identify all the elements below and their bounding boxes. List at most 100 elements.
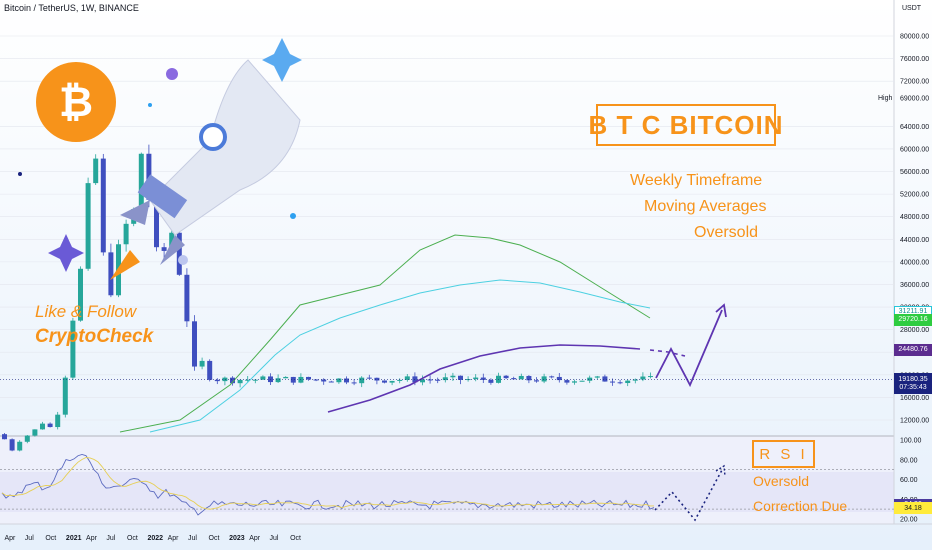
candle-body: [382, 380, 387, 383]
candle-body: [47, 423, 53, 428]
rsi-tick-label: 100.00: [900, 438, 922, 445]
candle-body: [192, 321, 197, 367]
rsi-tick-label: 20.00: [900, 517, 918, 524]
rsi-tag: 34.18: [894, 502, 932, 515]
candle-body: [260, 376, 266, 380]
candle-body: [511, 378, 517, 380]
candle-body: [9, 439, 15, 451]
candle-body: [306, 376, 311, 380]
time-tick-label: Jul: [25, 535, 34, 542]
bitcoin-coin-icon: [36, 62, 116, 142]
candle-body: [62, 377, 68, 415]
btc-title-box: B T C BITCOIN: [589, 104, 783, 146]
annotation-weekly: Weekly Timeframe: [630, 172, 763, 189]
candle-body: [389, 380, 395, 383]
time-tick-label: Oct: [45, 535, 56, 542]
annotation-oversold: Oversold: [694, 224, 759, 241]
price-tag: 24480.76: [894, 343, 932, 356]
candle-body: [640, 376, 646, 380]
candle-body: [40, 423, 45, 430]
projection-arrow-head: [715, 303, 727, 318]
candle-body: [207, 360, 213, 380]
price-tick-label: 16000.00: [900, 395, 929, 402]
candle-body: [427, 379, 433, 381]
price-tick-label: 48000.00: [900, 214, 929, 221]
rocket-fin-icon: [120, 200, 150, 225]
candle-body: [397, 379, 403, 381]
dot-icon: [290, 213, 296, 219]
sparkle-icon: [262, 38, 302, 82]
price-tick-label: 52000.00: [900, 192, 929, 199]
annotation-moving-averages: Moving Averages: [644, 198, 767, 215]
candle-body: [549, 376, 555, 378]
candle-body: [2, 434, 7, 440]
candle-body: [617, 382, 623, 384]
candle-body: [336, 378, 342, 383]
rsi-projection-head: [715, 464, 726, 477]
candle-body: [199, 360, 205, 367]
candle-body: [123, 223, 129, 245]
time-tick-label: Oct: [209, 535, 220, 542]
candle-body: [298, 376, 304, 383]
price-projection-arrow: [655, 309, 723, 388]
time-tick-label: Oct: [127, 535, 138, 542]
price-tick-label: 80000.00: [900, 34, 929, 41]
candle-body: [138, 153, 144, 210]
candle-body: [579, 380, 585, 382]
candle-body: [594, 376, 600, 378]
rsi-ma-line: [1, 457, 655, 510]
candle-body: [328, 381, 334, 383]
candle-body: [366, 377, 372, 379]
candle-body: [176, 232, 182, 275]
candle-body: [230, 377, 235, 384]
time-tick-label: Apr: [168, 535, 180, 542]
candle-body: [541, 376, 547, 382]
candle-body: [283, 376, 289, 379]
dot-icon: [148, 103, 152, 107]
price-tick-label: 69000.00: [900, 96, 929, 103]
candle-body: [404, 376, 410, 380]
time-tick-label: Jul: [106, 535, 115, 542]
ma-purple-projection: [649, 349, 686, 357]
like-follow-text: Like & Follow: [35, 302, 137, 321]
candle-body: [480, 377, 486, 380]
candle-body: [534, 380, 539, 382]
candle-body: [442, 377, 448, 381]
candle-body: [602, 376, 608, 382]
ma-green-line: [119, 234, 651, 433]
candle-body: [321, 379, 327, 382]
candle-body: [458, 375, 463, 380]
price-tick-label: 40000.00: [900, 259, 929, 266]
candle-body: [587, 377, 593, 381]
rsi-tick-label: 80.00: [900, 457, 918, 464]
candle-body: [359, 377, 365, 384]
price-tick-label: 72000.00: [900, 79, 929, 86]
candle-body: [610, 381, 615, 383]
candle-body: [252, 379, 258, 381]
candle-body: [632, 379, 638, 381]
rsi-oversold-label: Oversold: [753, 473, 810, 489]
decoration: ₿: [18, 38, 302, 280]
candle-body: [290, 376, 296, 383]
price-tick-label: 28000.00: [900, 327, 929, 334]
rsi-correction-label: Correction Due: [753, 498, 848, 514]
candle-body: [78, 268, 83, 321]
price-tick-label: 76000.00: [900, 56, 929, 63]
candle-body: [313, 379, 319, 381]
rsi-band: [0, 472, 894, 512]
price-tick-label: 12000.00: [900, 418, 929, 425]
candle-body: [108, 252, 114, 296]
candle-body: [214, 379, 220, 382]
candle-body: [518, 375, 524, 380]
time-tick-label: 2021: [66, 535, 82, 542]
candle-body: [572, 381, 577, 383]
sparkle-icon: [48, 234, 84, 272]
rocket-panel-icon: [137, 174, 188, 219]
ma-teal-line: [149, 279, 651, 433]
candle-body: [503, 375, 509, 379]
candle-body: [351, 382, 357, 384]
time-tick-label: Oct: [290, 535, 301, 542]
time-tick-label: Jul: [270, 535, 279, 542]
candle-body: [488, 379, 494, 383]
